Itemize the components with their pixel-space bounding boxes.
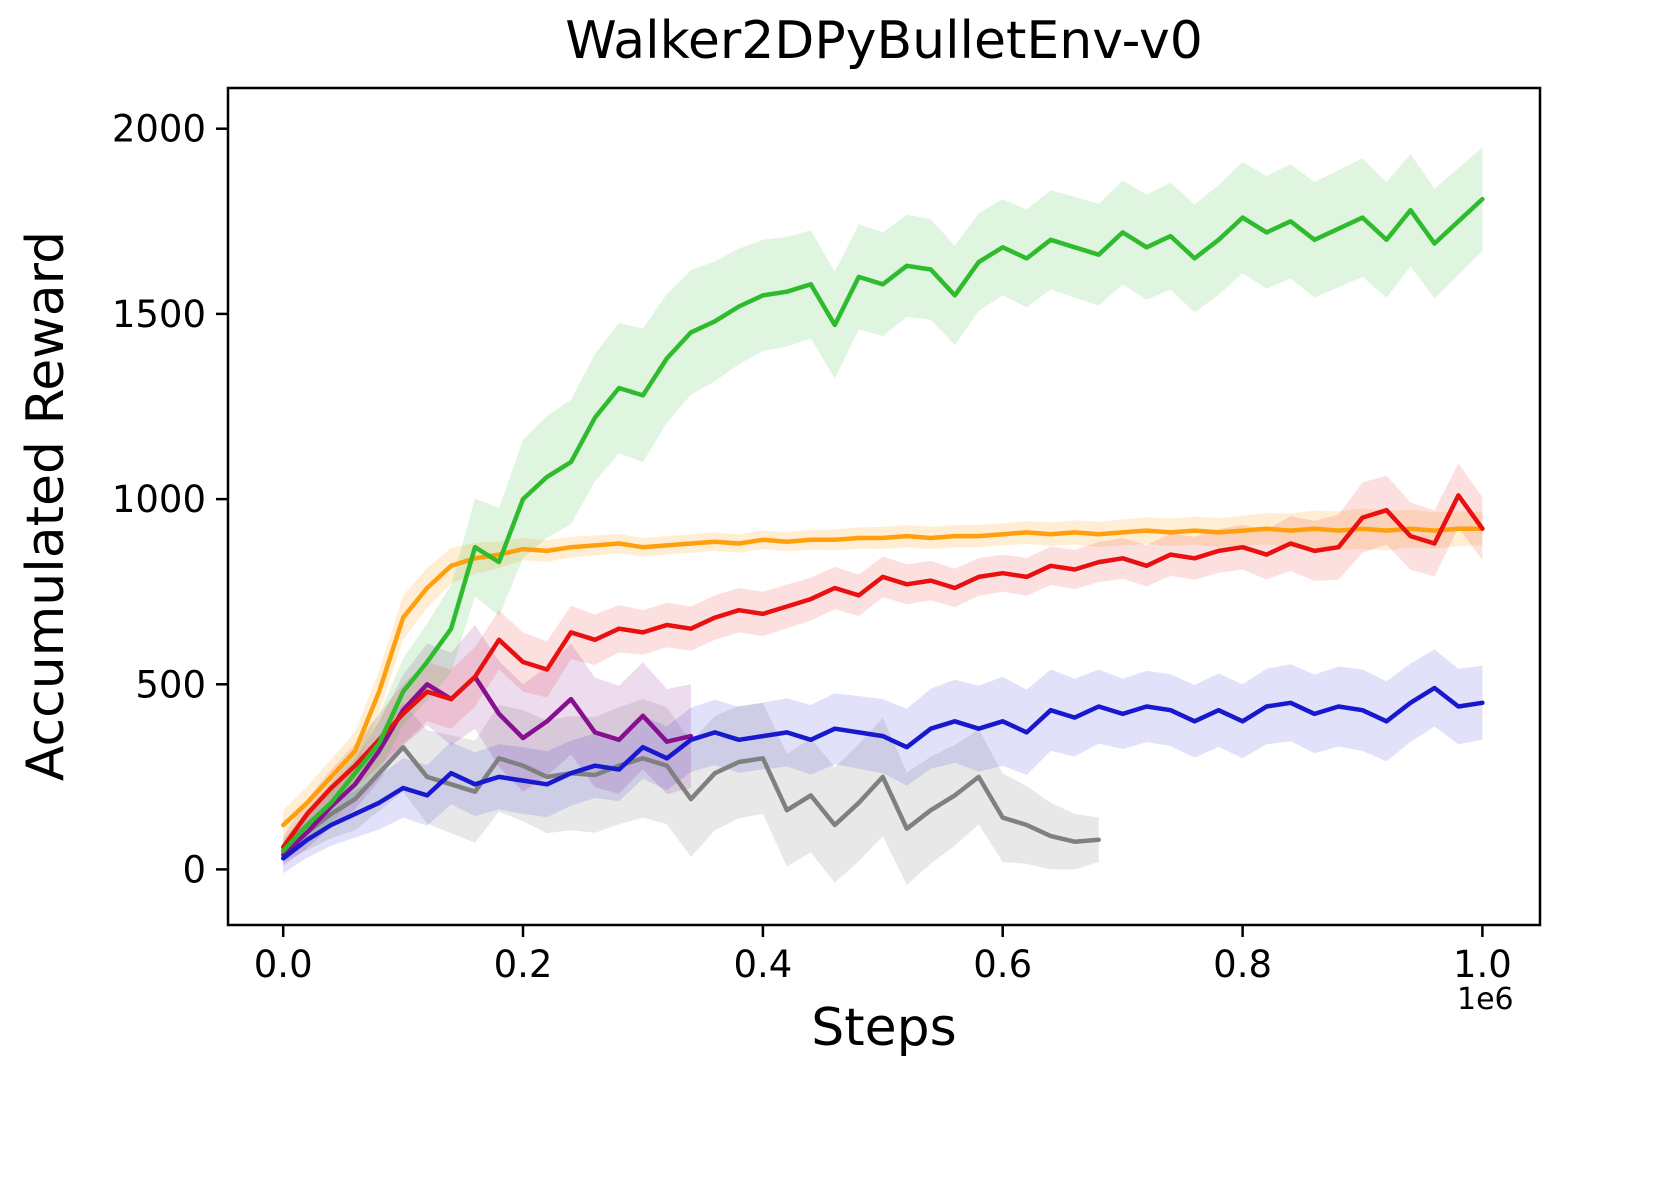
x-axis-label: Steps [811,998,957,1058]
series-band-gray [283,699,1099,885]
series-line-green [280,196,1485,854]
chart-title: Walker2DPyBulletEnv-v0 [565,11,1203,71]
y-tick-label: 0 [182,848,206,891]
series-line-blue [280,685,1485,861]
series-band-red [283,463,1483,859]
x-tick-label: 0.0 [254,943,313,986]
y-tick-label: 2000 [112,108,206,151]
y-tick-label: 1500 [112,293,206,336]
axes-frame [226,86,1542,927]
x-tick-label: 0.6 [973,943,1032,986]
y-tick-label: 500 [135,663,206,706]
series-line-gray [280,744,1101,854]
series-line-orange [280,526,1485,828]
x-axis-offset-text: 1e6 [1457,982,1514,1017]
x-tick-label: 0.8 [1213,943,1272,986]
series-line-red [280,493,1485,850]
series-line-purple [280,674,694,857]
y-tick-label: 1000 [112,478,206,521]
x-tick-label: 1.0 [1453,943,1512,986]
series-band-purple [283,625,691,866]
x-tick-label: 0.4 [733,943,792,986]
x-tick-label: 0.2 [494,943,553,986]
series-band-blue [283,649,1483,874]
series-band-orange [283,508,1483,840]
